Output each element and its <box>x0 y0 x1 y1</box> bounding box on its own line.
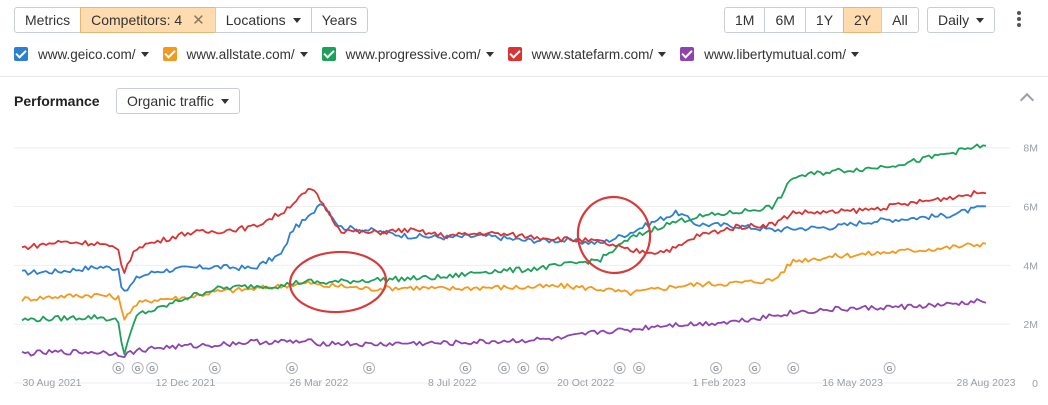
chevron-down-icon[interactable] <box>850 51 859 57</box>
annotation-label: G <box>540 364 546 373</box>
y-tick-label: 0 <box>1032 378 1038 390</box>
checkbox-icon[interactable] <box>507 47 522 61</box>
annotation-label: G <box>501 364 507 373</box>
years-button[interactable]: Years <box>310 7 368 33</box>
x-tick-label: 1 Feb 2023 <box>693 377 746 389</box>
y-tick-label: 2M <box>1023 319 1038 331</box>
series-line <box>21 242 987 321</box>
annotation-marker <box>883 362 896 374</box>
metric-label: Organic traffic <box>127 93 214 109</box>
checkbox-icon[interactable] <box>680 47 695 61</box>
x-tick-label: 20 Oct 2022 <box>557 377 614 389</box>
chevron-down-icon <box>976 17 985 23</box>
more-options-icon[interactable] <box>1016 11 1022 29</box>
legend-label: www.libertymutual.com/ <box>704 46 846 62</box>
range-6m-button[interactable]: 6M <box>764 7 806 33</box>
granularity-dropdown[interactable]: Daily <box>927 7 996 33</box>
competitor-legend: www.geico.com/www.allstate.com/www.progr… <box>14 44 873 64</box>
chevron-down-icon <box>220 98 229 104</box>
legend-label: www.statefarm.com/ <box>531 46 654 62</box>
x-tick-label: 8 Jul 2022 <box>428 377 477 389</box>
annotation-label: G <box>115 364 121 373</box>
annotation-marker <box>517 362 530 374</box>
competitors-button[interactable]: Competitors: 4 ✕ <box>80 7 216 33</box>
legend-label: www.progressive.com/ <box>345 46 481 62</box>
highlight-circle <box>288 250 388 314</box>
annotation-label: G <box>366 364 372 373</box>
annotation-marker <box>710 362 723 374</box>
annotation-label: G <box>289 364 295 373</box>
checkbox-icon[interactable] <box>14 47 28 61</box>
legend-item[interactable]: www.allstate.com/ <box>162 46 308 62</box>
range-1m-button[interactable]: 1M <box>724 7 766 33</box>
checkbox-icon[interactable] <box>162 47 177 61</box>
toolbar: Metrics Competitors: 4 ✕ Locations Years <box>14 7 368 33</box>
chevron-down-icon[interactable] <box>140 51 149 57</box>
divider <box>0 76 1048 77</box>
annotation-label: G <box>149 364 155 373</box>
annotation-label: G <box>887 364 893 373</box>
checkbox-icon[interactable] <box>321 47 336 61</box>
series-line <box>21 188 987 274</box>
annotation-marker <box>285 362 298 374</box>
annotation-label: G <box>752 364 758 373</box>
annotation-marker <box>112 362 125 374</box>
locations-dropdown[interactable]: Locations <box>214 7 312 33</box>
range-2y-button[interactable]: 2Y <box>843 7 883 33</box>
locations-label: Locations <box>225 12 286 28</box>
chevron-down-icon[interactable] <box>485 51 494 57</box>
highlight-circle <box>576 195 652 275</box>
annotation-marker <box>748 362 761 374</box>
chevron-down-icon[interactable] <box>299 51 308 57</box>
annotation-marker <box>208 362 221 374</box>
range-all-button[interactable]: All <box>881 7 919 33</box>
competitors-label: Competitors: 4 <box>91 12 183 28</box>
annotation-marker <box>146 362 159 374</box>
range-1y-button[interactable]: 1Y <box>804 7 845 33</box>
granularity-label: Daily <box>938 12 970 28</box>
annotation-marker <box>632 362 645 374</box>
x-tick-label: 16 May 2023 <box>822 377 883 389</box>
annotation-label: G <box>636 364 642 373</box>
annotation-marker <box>498 362 510 374</box>
series-line <box>21 298 987 358</box>
annotation-label: G <box>790 364 796 373</box>
series-line <box>21 143 987 356</box>
x-tick-label: 28 Aug 2023 <box>957 377 1016 389</box>
clear-icon[interactable]: ✕ <box>192 12 205 29</box>
organic-traffic-chart: 0 2M 4M 6M 8M 30 Aug 2021 12 Dec 2021 26 Mar 20… <box>14 143 1038 390</box>
annotation-marker <box>459 362 472 374</box>
annotation-marker <box>613 362 626 374</box>
metric-dropdown[interactable]: Organic traffic <box>116 88 240 114</box>
annotation-label: G <box>617 364 623 373</box>
legend-label: www.geico.com/ <box>38 46 136 62</box>
collapse-icon[interactable] <box>1019 92 1035 108</box>
x-tick-label: 26 Mar 2022 <box>289 377 348 389</box>
chevron-down-icon[interactable] <box>658 51 667 57</box>
metrics-button[interactable]: Metrics <box>14 7 82 33</box>
legend-item[interactable]: www.statefarm.com/ <box>507 46 667 62</box>
section-title: Performance <box>14 93 100 109</box>
y-tick-label: 4M <box>1023 260 1038 272</box>
annotation-marker <box>131 362 144 374</box>
x-tick-label: 30 Aug 2021 <box>23 377 82 389</box>
chevron-down-icon <box>292 17 301 23</box>
legend-label: www.allstate.com/ <box>186 46 295 62</box>
annotation-marker <box>536 362 549 374</box>
x-tick-label: 12 Dec 2021 <box>156 377 216 389</box>
annotation-label: G <box>135 364 141 373</box>
annotation-label: G <box>463 364 469 373</box>
annotation-marker <box>363 362 376 374</box>
legend-item[interactable]: www.progressive.com/ <box>321 46 494 62</box>
annotation-label: G <box>713 364 719 373</box>
series-line <box>21 203 987 292</box>
y-tick-label: 6M <box>1023 202 1038 214</box>
annotation-marker <box>787 362 800 374</box>
legend-item[interactable]: www.libertymutual.com/ <box>680 47 859 62</box>
y-tick-label: 8M <box>1023 143 1038 155</box>
annotation-label: G <box>520 364 526 373</box>
annotation-label: G <box>212 364 218 373</box>
legend-item[interactable]: www.geico.com/ <box>14 47 149 62</box>
date-range-selector: 1M 6M 1Y 2Y All <box>724 7 919 33</box>
